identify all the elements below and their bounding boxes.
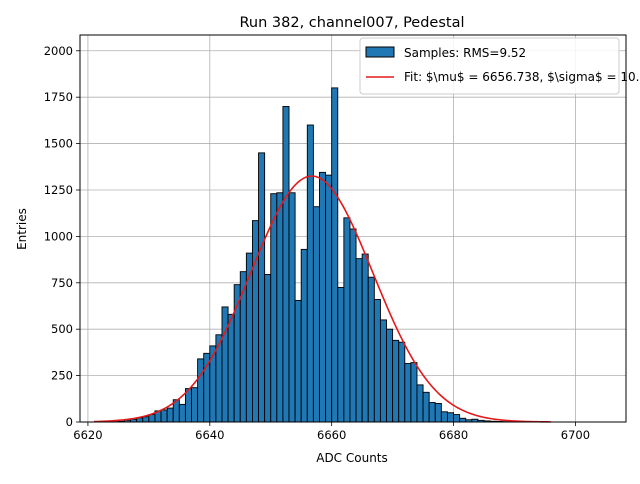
- histogram-bar: [368, 277, 374, 422]
- histogram-bar: [423, 392, 429, 422]
- histogram-bar: [417, 385, 423, 422]
- y-axis-label: Entries: [15, 208, 29, 250]
- histogram-bar: [319, 172, 325, 422]
- histogram-bar: [313, 207, 319, 422]
- histogram-bar: [259, 153, 265, 422]
- histogram-bar: [344, 218, 350, 422]
- y-tick-label: 1000: [44, 229, 73, 243]
- histogram-bar: [246, 253, 252, 422]
- y-tick-label: 500: [51, 322, 73, 336]
- histogram-bar: [429, 403, 435, 422]
- histogram-bar: [289, 193, 295, 422]
- histogram-bar: [271, 194, 277, 422]
- y-tick-label: 250: [51, 369, 73, 383]
- chart-title: Run 382, channel007, Pedestal: [239, 15, 464, 31]
- histogram-bar: [295, 300, 301, 422]
- histogram-bar: [301, 249, 307, 422]
- histogram-bar: [307, 125, 313, 422]
- histogram-bar: [399, 342, 405, 422]
- histogram-bar: [228, 314, 234, 422]
- x-tick-label: 6620: [73, 428, 102, 442]
- histogram-bar: [277, 193, 283, 422]
- histogram-bar: [447, 413, 453, 422]
- histogram-bar: [332, 88, 338, 422]
- histogram-bar: [167, 408, 173, 422]
- x-tick-label: 6660: [317, 428, 346, 442]
- histogram-bar: [338, 287, 344, 422]
- histogram-bar: [161, 410, 167, 422]
- histogram-bar: [374, 299, 380, 422]
- histogram-bar: [460, 418, 466, 422]
- histogram-bar: [179, 404, 185, 422]
- legend: Samples: RMS=9.52 Fit: $\mu$ = 6656.738,…: [360, 38, 640, 94]
- histogram-bar: [393, 340, 399, 422]
- histogram-bar: [149, 415, 155, 422]
- histogram-bar: [454, 415, 460, 422]
- x-tick-label: 6680: [439, 428, 468, 442]
- histogram-bar: [435, 403, 441, 422]
- histogram-bar: [326, 175, 332, 422]
- histogram-bar: [380, 320, 386, 422]
- y-tick-label: 0: [66, 415, 73, 429]
- histogram-bar: [362, 254, 368, 422]
- histogram-bar: [192, 388, 198, 422]
- histogram-bar: [143, 417, 149, 422]
- y-tick-label: 2000: [44, 44, 73, 58]
- histogram-bar: [356, 259, 362, 422]
- histogram-bar: [411, 363, 417, 422]
- histogram-bar: [387, 329, 393, 422]
- x-tick-label: 6640: [195, 428, 224, 442]
- y-tick-label: 750: [51, 276, 73, 290]
- legend-histogram-swatch: [366, 47, 394, 57]
- histogram-bar: [283, 106, 289, 422]
- histogram-bar: [198, 359, 204, 422]
- y-tick-label: 1500: [44, 137, 73, 151]
- legend-histogram-label: Samples: RMS=9.52: [404, 46, 526, 60]
- histogram-bar: [210, 346, 216, 422]
- histogram-bar: [222, 307, 228, 422]
- histogram-bar: [350, 229, 356, 422]
- histogram-bar: [265, 274, 271, 422]
- histogram-bar: [405, 364, 411, 422]
- y-tick-label: 1750: [44, 90, 73, 104]
- legend-fit-label: Fit: $\mu$ = 6656.738, $\sigma$ = 10.029: [404, 70, 640, 84]
- x-axis-label: ADC Counts: [316, 451, 388, 465]
- histogram-bar: [185, 389, 191, 422]
- histogram-bar: [252, 221, 258, 422]
- y-tick-label: 1250: [44, 183, 73, 197]
- histogram-bar: [441, 412, 447, 422]
- x-tick-label: 6700: [561, 428, 590, 442]
